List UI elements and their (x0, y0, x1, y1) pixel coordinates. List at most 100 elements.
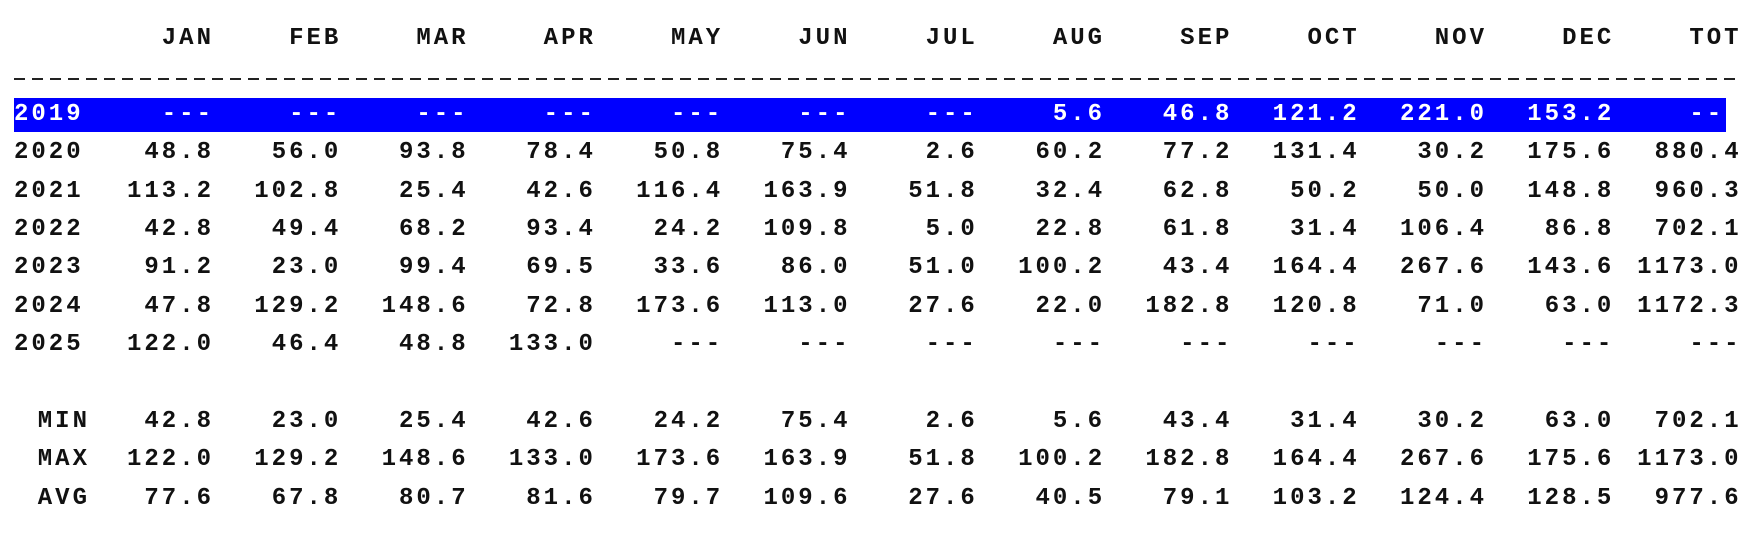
stat-cell: 40.5 (1035, 484, 1106, 512)
cell: 42.6 (526, 177, 596, 205)
stat-cell: 977.6 (1654, 484, 1742, 512)
cell: --- (670, 101, 724, 128)
cell: --- (543, 101, 596, 128)
column-header: MAY (670, 25, 724, 52)
stat-cell: 2.6 (925, 408, 978, 435)
cell: 48.8 (398, 330, 469, 358)
column-header: MAR (416, 25, 469, 52)
stat-cell: 124.4 (1399, 484, 1487, 512)
stat-cell: 31.4 (1290, 408, 1360, 435)
cell: 56.0 (271, 139, 342, 167)
cell: 27.6 (908, 292, 978, 320)
cell: 164.4 (1272, 254, 1360, 282)
cell: 24.2 (653, 215, 724, 243)
cell: 116.4 (636, 177, 724, 205)
cell: 221.0 (1399, 101, 1487, 128)
cell: 91.2 (144, 254, 214, 282)
cell: 129.2 (254, 292, 342, 320)
cell: 148.8 (1527, 177, 1615, 205)
stat-cell: 79.7 (653, 484, 724, 512)
cell: 109.8 (763, 215, 851, 243)
cell: 93.4 (526, 215, 596, 243)
stat-cell: 164.4 (1272, 446, 1360, 474)
cell: 960.3 (1654, 177, 1742, 205)
stat-cell: 129.2 (254, 446, 342, 474)
cell: 33.6 (653, 254, 724, 282)
cell: 30.2 (1417, 139, 1487, 167)
cell: 133.0 (508, 330, 596, 358)
cell: 99.4 (398, 254, 469, 282)
cell: 50.0 (1417, 177, 1487, 205)
cell: 62.8 (1162, 177, 1233, 205)
cell: 880.4 (1654, 139, 1742, 167)
cell: 47.8 (144, 292, 214, 320)
cell: 2.6 (925, 139, 978, 167)
stat-cell: 42.8 (144, 408, 214, 435)
stat-cell: 23.0 (271, 408, 342, 435)
cell: 63.0 (1544, 292, 1615, 320)
column-header: JAN (161, 25, 214, 52)
cell: 106.4 (1399, 215, 1487, 243)
cell: --- (670, 330, 724, 358)
row-label: 2025 (14, 330, 84, 358)
cell: 93.8 (398, 139, 469, 167)
cell: 113.2 (126, 177, 214, 205)
cell: 143.6 (1527, 254, 1615, 282)
cell: 163.9 (763, 177, 851, 205)
stat-cell: 100.2 (1018, 446, 1106, 474)
stat-label: MIN (37, 408, 90, 435)
stat-cell: 67.8 (271, 484, 342, 512)
cell: 175.6 (1527, 139, 1615, 167)
cell: --- (798, 101, 851, 128)
cell: 77.2 (1162, 139, 1233, 167)
row-label: 2023 (14, 254, 84, 282)
cell: 267.6 (1399, 254, 1487, 282)
cell: 22.8 (1035, 215, 1106, 243)
cell: 153.2 (1527, 101, 1615, 128)
cell: 173.6 (636, 292, 724, 320)
stat-cell: 175.6 (1527, 446, 1615, 474)
selected-row-highlight (14, 98, 1726, 132)
cell: --- (161, 101, 214, 128)
stat-cell: 24.2 (653, 408, 724, 435)
row-label: 2021 (14, 177, 84, 205)
cell: 71.0 (1417, 292, 1487, 320)
stat-cell: 122.0 (126, 446, 214, 474)
cell: --- (925, 101, 978, 128)
stat-cell: 702.1 (1654, 408, 1742, 435)
cell: --- (1689, 330, 1742, 358)
cell: --- (1562, 330, 1615, 358)
cell: 5.6 (1052, 101, 1106, 128)
column-header: APR (543, 25, 596, 52)
cell: 50.8 (653, 139, 724, 167)
cell: 1172.3 (1637, 292, 1742, 320)
stat-cell: 128.5 (1527, 484, 1615, 512)
column-header: TOT (1689, 25, 1742, 52)
cell: 68.2 (398, 215, 469, 243)
cell: 48.8 (144, 139, 214, 167)
cell: 43.4 (1162, 254, 1233, 282)
column-header: JUL (925, 25, 978, 52)
cell: 46.8 (1162, 101, 1233, 128)
stat-cell: 42.6 (526, 408, 596, 435)
cell: 50.2 (1290, 177, 1360, 205)
cell: 75.4 (780, 139, 851, 167)
cell: 51.0 (908, 254, 978, 282)
cell: 148.6 (381, 292, 469, 320)
cell: --- (925, 330, 978, 358)
cell: 69.5 (526, 254, 596, 282)
cell: 100.2 (1018, 254, 1106, 282)
cell: --- (416, 101, 469, 128)
cell: 120.8 (1272, 292, 1360, 320)
cell: 122.0 (126, 330, 214, 358)
cell: 49.4 (271, 215, 342, 243)
cell: --- (798, 330, 851, 358)
column-header: JUN (798, 25, 851, 52)
column-header: SEP (1180, 25, 1233, 52)
row-label: 2020 (14, 139, 84, 167)
stat-cell: 63.0 (1544, 408, 1615, 435)
cell: 78.4 (526, 139, 596, 167)
cell: --- (1052, 330, 1106, 358)
cell: 102.8 (254, 177, 342, 205)
stat-cell: 75.4 (780, 408, 851, 435)
